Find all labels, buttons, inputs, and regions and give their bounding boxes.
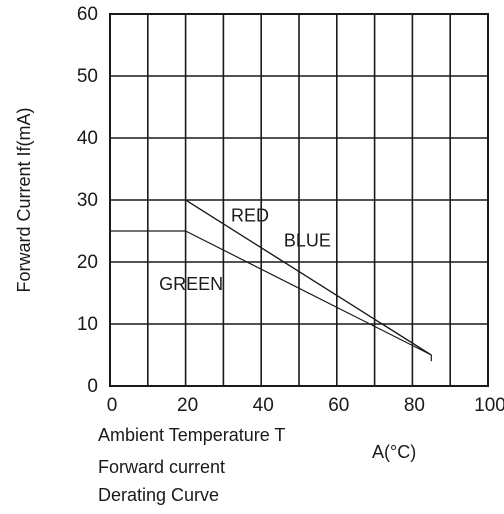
caption-line-1: Forward current [98,457,226,477]
y-tick-label: 20 [77,252,98,273]
grid [109,13,489,387]
x-tick-label: 100 [474,395,504,416]
y-tick-label: 10 [77,314,98,335]
y-tick-label: 50 [77,66,98,87]
y-axis-label: Forward Current If(mA) [14,107,34,292]
series-line-blue [185,199,432,356]
y-tick-label: 40 [77,128,98,149]
series-line-green [185,230,432,356]
series-label-red: RED [231,206,269,226]
x-tick-label: 80 [404,395,425,416]
x-axis-unit: A(°C) [372,442,417,462]
series-group [185,199,432,362]
plot-frame [109,13,489,387]
y-tick-label: 30 [77,190,98,211]
y-tick-label: 0 [87,376,98,397]
y-tick-label: 60 [77,4,98,25]
series-label-green: GREEN [159,274,223,294]
x-tick-label: 60 [328,395,349,416]
x-tick-labels: 0 20 40 60 80 100 [107,395,504,416]
series-label-blue: BLUE [284,231,331,251]
caption-line-2: Derating Curve [98,485,220,505]
x-axis-label: Ambient Temperature T [98,425,286,445]
x-tick-label: 40 [253,395,274,416]
x-tick-label: 20 [177,395,198,416]
x-tick-label: 0 [107,395,118,416]
series-annotations: RED BLUE GREEN [159,206,331,294]
y-tick-labels: 0 10 20 30 40 50 60 [77,4,98,397]
